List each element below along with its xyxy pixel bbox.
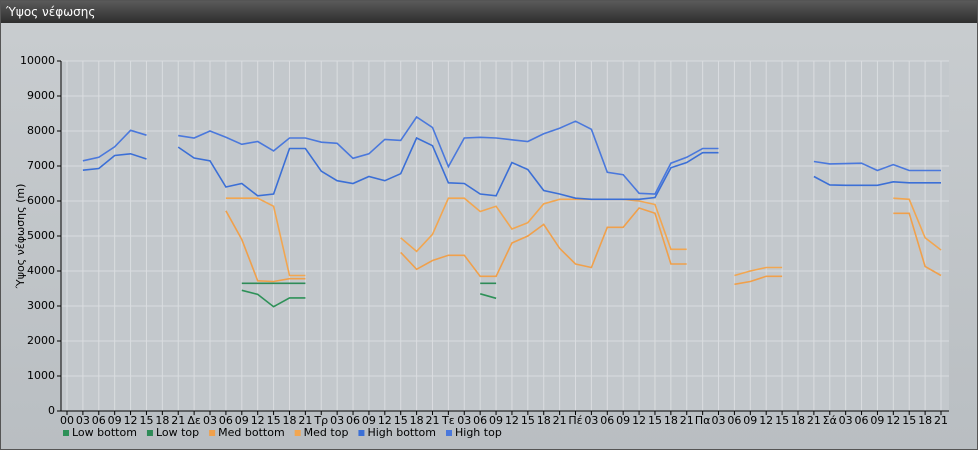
x-tick-label: 12 xyxy=(378,414,392,427)
y-tick-label: 8000 xyxy=(27,124,55,137)
legend-label: Med bottom xyxy=(218,426,285,439)
series-line xyxy=(241,289,497,308)
x-tick-label: Πέ xyxy=(568,414,582,427)
x-tick-label: 03 xyxy=(457,414,471,427)
x-tick-label: 09 xyxy=(108,414,122,427)
x-tick-label: 09 xyxy=(235,414,249,427)
x-tick-label: 12 xyxy=(886,414,900,427)
x-tick-label: 18 xyxy=(664,414,678,427)
y-tick-label: 1000 xyxy=(27,369,55,382)
x-tick-label: 03 xyxy=(330,414,344,427)
x-tick-label: 15 xyxy=(521,414,535,427)
x-tick-label: Τε xyxy=(441,414,455,427)
y-tick-label: 3000 xyxy=(27,299,55,312)
x-tick-label: 09 xyxy=(616,414,630,427)
legend-swatch xyxy=(63,430,69,436)
series-line xyxy=(82,136,941,201)
x-tick-label: 18 xyxy=(537,414,551,427)
y-tick-label: 9000 xyxy=(27,89,55,102)
y-tick-label: 2000 xyxy=(27,334,55,347)
legend-swatch xyxy=(146,430,153,436)
x-tick-label: 15 xyxy=(648,414,662,427)
legend-label: Med top xyxy=(304,426,349,439)
y-tick-label: 4000 xyxy=(27,264,55,277)
x-tick-label: 00 xyxy=(60,414,74,427)
x-tick-label: 06 xyxy=(346,414,360,427)
x-tick-label: 06 xyxy=(727,414,741,427)
x-tick-label: 15 xyxy=(267,414,281,427)
legend-swatch xyxy=(358,430,365,436)
window-title: Ύψος νέφωσης xyxy=(1,1,977,23)
x-tick-label: 21 xyxy=(298,414,312,427)
legend-label: Low bottom xyxy=(72,426,137,439)
legend-label: High bottom xyxy=(367,426,436,439)
x-tick-label: 12 xyxy=(124,414,138,427)
x-tick-label: 21 xyxy=(807,414,821,427)
x-tick-label: 03 xyxy=(712,414,726,427)
x-tick-label: 12 xyxy=(505,414,519,427)
series-line xyxy=(225,207,942,286)
x-tick-label: 15 xyxy=(394,414,408,427)
x-tick-label: Πα xyxy=(695,414,711,427)
x-tick-label: 21 xyxy=(680,414,694,427)
x-tick-label: 03 xyxy=(203,414,217,427)
y-tick-label: 6000 xyxy=(27,194,55,207)
x-tick-label: 21 xyxy=(934,414,948,427)
legend-swatch xyxy=(209,430,216,436)
x-tick-label: 15 xyxy=(775,414,789,427)
x-tick-label: 15 xyxy=(902,414,916,427)
legend-swatch xyxy=(294,430,301,436)
x-tick-label: 06 xyxy=(92,414,106,427)
y-tick-label: 0 xyxy=(48,404,55,417)
x-tick-label: 18 xyxy=(791,414,805,427)
legend-swatch xyxy=(446,430,452,436)
x-tick-label: 09 xyxy=(870,414,884,427)
chart: 0 1000 2000 3000 4000 5000 6000 7000 8000 9000 100… xyxy=(14,54,949,439)
x-tick-label: 15 xyxy=(139,414,153,427)
x-tick-label: 18 xyxy=(918,414,932,427)
y-tick-label: 5000 xyxy=(27,229,55,242)
x-tick-label: 18 xyxy=(282,414,296,427)
x-tick-label: 12 xyxy=(759,414,773,427)
x-tick-label: 03 xyxy=(584,414,598,427)
legend-label: High top xyxy=(455,426,502,439)
y-axis-label: Ύψος νέφωσης (m) xyxy=(14,184,27,290)
legend-label: Low top xyxy=(156,426,199,439)
x-tick-label: 18 xyxy=(410,414,424,427)
x-tick-label: 21 xyxy=(171,414,185,427)
x-tick-label: 09 xyxy=(743,414,757,427)
x-tick-label: 21 xyxy=(425,414,439,427)
x-tick-label: 12 xyxy=(632,414,646,427)
x-tick-label: 06 xyxy=(473,414,487,427)
y-tick-label: 10000 xyxy=(20,54,55,67)
x-tick-label: Δε xyxy=(187,414,201,427)
x-tick-label: 21 xyxy=(553,414,567,427)
x-tick-label: 18 xyxy=(155,414,169,427)
series-line xyxy=(82,115,941,195)
x-tick-label: 09 xyxy=(489,414,503,427)
x-tick-label: Σά xyxy=(823,414,837,427)
x-tick-label: 06 xyxy=(219,414,233,427)
x-tick-label: 09 xyxy=(362,414,376,427)
x-tick-label: 06 xyxy=(600,414,614,427)
x-tick-label: Τρ xyxy=(313,414,328,427)
x-tick-label: 06 xyxy=(855,414,869,427)
y-tick-label: 7000 xyxy=(27,159,55,172)
x-tick-label: 03 xyxy=(76,414,90,427)
x-tick-label: 03 xyxy=(839,414,853,427)
series-line xyxy=(225,197,942,277)
x-tick-label: 12 xyxy=(251,414,265,427)
